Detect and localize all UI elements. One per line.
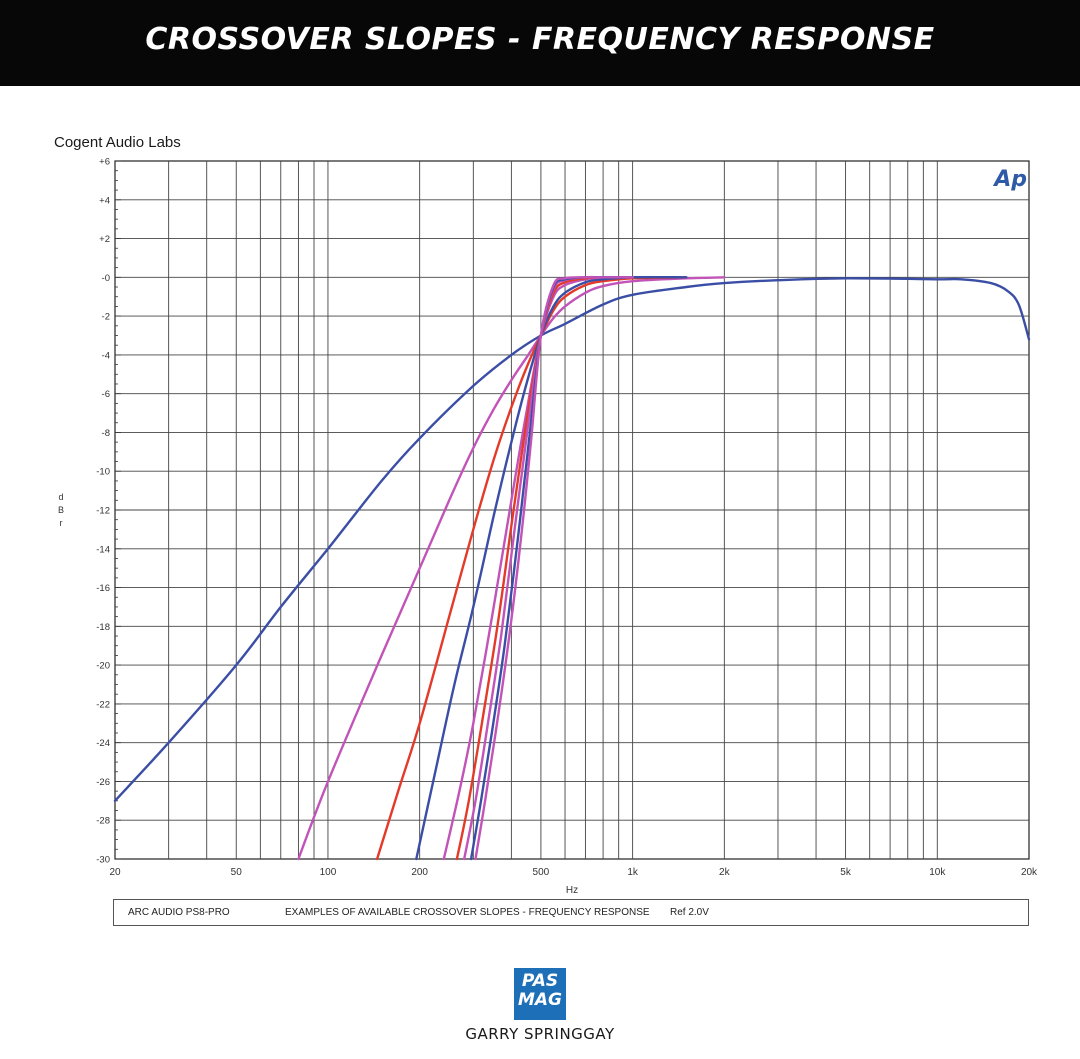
- y-tick-label: -2: [102, 312, 110, 323]
- y-tick-label: -28: [96, 816, 110, 827]
- y-tick-label: +6: [99, 157, 110, 168]
- y-tick-label: -8: [102, 428, 110, 439]
- series-1-line: [113, 277, 1031, 802]
- y-tick-labels: +6 +4 +2 -0 -2 -4 -6 -8 -10 -12 -14 -16 -18 -20 -22 -24…: [96, 157, 110, 866]
- grid-lines: [115, 161, 1029, 859]
- pasmag-logo: PAS MAG: [514, 968, 566, 1020]
- caption-description: EXAMPLES OF AVAILABLE CROSSOVER SLOPES -…: [285, 907, 650, 918]
- y-tick-label: -18: [96, 622, 110, 633]
- x-tick-label: 2k: [719, 867, 731, 878]
- y-tick-label: -26: [96, 777, 110, 788]
- logo-line-2: MAG: [517, 990, 563, 1010]
- y-tick-label: +2: [99, 234, 110, 245]
- x-tick-label: 20k: [1021, 867, 1038, 878]
- ap-logo-badge: Ap: [992, 167, 1027, 192]
- x-tick-label: 100: [320, 867, 337, 878]
- y-tick-label: -24: [96, 738, 110, 749]
- series-9-line: [474, 276, 634, 861]
- y-tick-label: -12: [96, 506, 110, 517]
- x-tick-label: 1k: [627, 867, 639, 878]
- y-tick-label: -20: [96, 661, 110, 672]
- logo-line-1: PAS: [521, 971, 559, 991]
- y-tick-label: -10: [96, 467, 110, 478]
- y-tick-label: -30: [96, 855, 110, 866]
- series-layer: [113, 275, 1031, 861]
- y-tick-label: +4: [99, 195, 110, 206]
- measurement-caption: ARC AUDIO PS8-PRO EXAMPLES OF AVAILABLE …: [113, 899, 1029, 926]
- x-tick-label: 20: [109, 867, 121, 878]
- lab-name: Cogent Audio Labs: [54, 134, 181, 151]
- x-tick-label: 500: [533, 867, 550, 878]
- y-tick-label: -22: [96, 699, 110, 710]
- x-axis-label: Hz: [566, 885, 578, 896]
- x-tick-label: 10k: [929, 867, 946, 878]
- x-tick-label: 200: [411, 867, 428, 878]
- series-4-line: [415, 275, 688, 861]
- y-minor-ticks: [115, 160, 121, 860]
- caption-reference: Ref 2.0V: [670, 907, 709, 918]
- x-tick-label: 5k: [840, 867, 852, 878]
- y-tick-label: -14: [96, 544, 110, 555]
- caption-device: ARC AUDIO PS8-PRO: [128, 907, 230, 918]
- series-3-line: [375, 276, 688, 861]
- title-banner: CROSSOVER SLOPES - FREQUENCY RESPONSE: [0, 0, 1080, 86]
- y-tick-label: -4: [102, 350, 110, 361]
- banner-title: CROSSOVER SLOPES - FREQUENCY RESPONSE: [145, 22, 935, 57]
- y-tick-label: -16: [96, 583, 110, 594]
- photo-credit: GARRY SPRINGGAY: [465, 1025, 615, 1043]
- series-2-line: [297, 276, 726, 861]
- y-tick-label: -6: [102, 389, 110, 400]
- y-tick-label: -0: [102, 273, 110, 284]
- x-tick-label: 50: [231, 867, 243, 878]
- x-tick-labels: 20 50 100 200 500 1k 2k 5k 10k 20k: [109, 867, 1038, 878]
